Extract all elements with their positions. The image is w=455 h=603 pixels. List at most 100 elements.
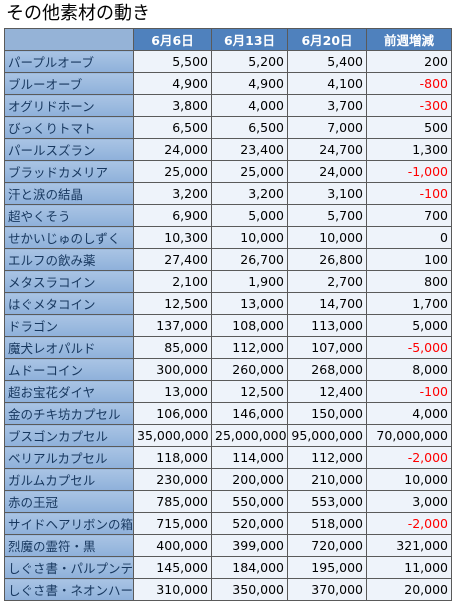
table-row: ブルーオーブ 4,900 4,900 4,100 -800 xyxy=(4,72,452,95)
price-cell: -800 xyxy=(366,72,452,95)
price-cell: 800 xyxy=(366,270,452,293)
price-cell: -300 xyxy=(366,94,452,117)
price-cell: 5,000 xyxy=(211,204,288,227)
table-row: パープルオーブ 5,500 5,200 5,400 200 xyxy=(4,50,452,73)
price-cell: 3,100 xyxy=(287,182,367,205)
table-row: 魔犬レオパルド 85,000 112,000 107,000 -5,000 xyxy=(4,336,452,359)
table-row: しぐさ書・パルプンテ 145,000 184,000 195,000 11,000 xyxy=(4,556,452,579)
price-cell: 2,100 xyxy=(133,270,212,293)
price-cell: 400,000 xyxy=(133,534,212,557)
price-cell: 5,500 xyxy=(133,50,212,73)
price-cell: 23,400 xyxy=(211,138,288,161)
price-cell: 112,000 xyxy=(287,446,367,469)
item-name: はぐメタコイン xyxy=(4,292,134,315)
price-cell: 20,000 xyxy=(366,578,452,601)
price-cell: 300,000 xyxy=(133,358,212,381)
column-header: 6月6日 xyxy=(133,28,212,51)
price-cell: 24,000 xyxy=(287,160,367,183)
price-cell: 785,000 xyxy=(133,490,212,513)
price-cell: 6,500 xyxy=(211,116,288,139)
price-cell: 3,700 xyxy=(287,94,367,117)
price-cell: 2,700 xyxy=(287,270,367,293)
table-row: 烈魔の霊符・黒 400,000 399,000 720,000 321,000 xyxy=(4,534,452,557)
price-cell: 210,000 xyxy=(287,468,367,491)
item-name: ムドーコイン xyxy=(4,358,134,381)
price-cell: -2,000 xyxy=(366,446,452,469)
item-name: オグリドホーン xyxy=(4,94,134,117)
price-cell: 5,200 xyxy=(211,50,288,73)
item-name: サイドヘアリボンの箱 xyxy=(4,512,134,535)
price-cell: 10,300 xyxy=(133,226,212,249)
price-cell: 12,500 xyxy=(211,380,288,403)
price-cell: 114,000 xyxy=(211,446,288,469)
item-name: 金のチキ坊カプセル xyxy=(4,402,134,425)
table-row: エルフの飲み薬 27,400 26,700 26,800 100 xyxy=(4,248,452,271)
price-cell: 321,000 xyxy=(366,534,452,557)
price-cell: 520,000 xyxy=(211,512,288,535)
column-header: 6月13日 xyxy=(211,28,288,51)
column-header: 前週増減 xyxy=(366,28,452,51)
price-cell: 145,000 xyxy=(133,556,212,579)
price-cell: 500 xyxy=(366,116,452,139)
price-cell: 3,800 xyxy=(133,94,212,117)
price-cell: 200,000 xyxy=(211,468,288,491)
price-cell: 4,100 xyxy=(287,72,367,95)
price-cell: 399,000 xyxy=(211,534,288,557)
price-cell: 4,900 xyxy=(133,72,212,95)
item-name: しぐさ書・パルプンテ xyxy=(4,556,134,579)
title: その他素材の動き xyxy=(6,3,150,24)
item-name: 赤の王冠 xyxy=(4,490,134,513)
price-cell: 150,000 xyxy=(287,402,367,425)
table-row: オグリドホーン 3,800 4,000 3,700 -300 xyxy=(4,94,452,117)
price-cell: -5,000 xyxy=(366,336,452,359)
item-name: ベリアルカプセル xyxy=(4,446,134,469)
price-cell: 1,300 xyxy=(366,138,452,161)
item-name: ガルムカプセル xyxy=(4,468,134,491)
price-cell: 4,000 xyxy=(366,402,452,425)
price-cell: 25,000,000 xyxy=(211,424,288,447)
price-cell: -2,000 xyxy=(366,512,452,535)
price-cell: 118,000 xyxy=(133,446,212,469)
price-cell: 268,000 xyxy=(287,358,367,381)
price-cell: 11,000 xyxy=(366,556,452,579)
price-cell: 5,700 xyxy=(287,204,367,227)
table-row: ガルムカプセル 230,000 200,000 210,000 10,000 xyxy=(4,468,452,491)
table-body: パープルオーブ 5,500 5,200 5,400 200 ブルーオーブ 4,900 4,90… xyxy=(4,50,452,601)
price-cell: 715,000 xyxy=(133,512,212,535)
table-row: 超やくそう 6,900 5,000 5,700 700 xyxy=(4,204,452,227)
item-name: パールスズラン xyxy=(4,138,134,161)
item-name: 魔犬レオパルド xyxy=(4,336,134,359)
price-cell: 13,000 xyxy=(133,380,212,403)
price-cell: 8,000 xyxy=(366,358,452,381)
table-row: 汗と涙の結晶 3,200 3,200 3,100 -100 xyxy=(4,182,452,205)
price-cell: -100 xyxy=(366,182,452,205)
price-cell: 1,700 xyxy=(366,292,452,315)
price-cell: 184,000 xyxy=(211,556,288,579)
price-cell: 5,400 xyxy=(287,50,367,73)
price-cell: 25,000 xyxy=(211,160,288,183)
item-name: メタスラコイン xyxy=(4,270,134,293)
header-row: 6月6日 6月13日 6月20日 前週増減 xyxy=(4,28,452,51)
item-name: ブラッドカメリア xyxy=(4,160,134,183)
price-cell: 5,000 xyxy=(366,314,452,337)
price-cell: 25,000 xyxy=(133,160,212,183)
price-cell: 370,000 xyxy=(287,578,367,601)
price-cell: 113,000 xyxy=(287,314,367,337)
price-table: 6月6日 6月13日 6月20日 前週増減 パープルオーブ 5,500 5,200 5,40… xyxy=(4,28,452,601)
price-cell: -1,000 xyxy=(366,160,452,183)
price-cell: 518,000 xyxy=(287,512,367,535)
price-cell: 100 xyxy=(366,248,452,271)
price-cell: 720,000 xyxy=(287,534,367,557)
table-row: びっくりトマト 6,500 6,500 7,000 500 xyxy=(4,116,452,139)
price-cell: 195,000 xyxy=(287,556,367,579)
price-cell: 4,000 xyxy=(211,94,288,117)
price-cell: 12,400 xyxy=(287,380,367,403)
price-cell: 1,900 xyxy=(211,270,288,293)
price-cell: 260,000 xyxy=(211,358,288,381)
price-cell: 3,200 xyxy=(211,182,288,205)
item-name: びっくりトマト xyxy=(4,116,134,139)
item-name: ブスゴンカプセル xyxy=(4,424,134,447)
price-cell: 26,800 xyxy=(287,248,367,271)
price-cell: 13,000 xyxy=(211,292,288,315)
